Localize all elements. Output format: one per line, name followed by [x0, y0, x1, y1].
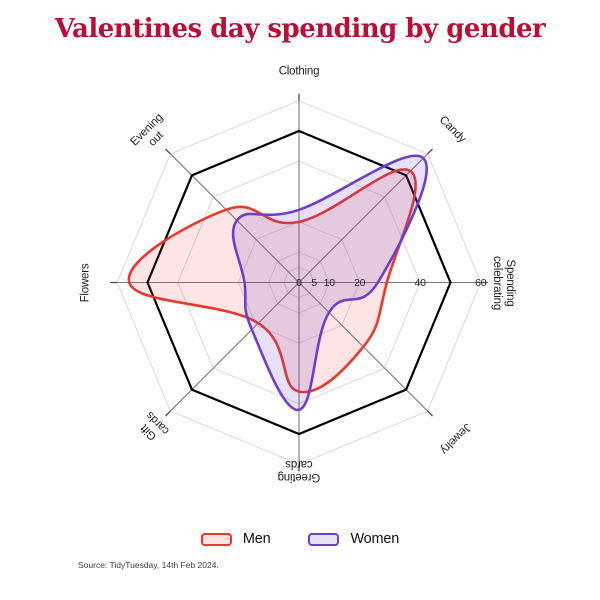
axis-label-greeting-cards: Greeting cards [277, 457, 321, 483]
axis-label-spending-celebrating: Spending celebrating [491, 255, 517, 310]
axis-label-flowers: Flowers [79, 263, 92, 302]
spoke-end-tick-1 [427, 148, 433, 155]
radial-tick-label-5: 5 [311, 277, 317, 289]
radial-tick-label-10: 10 [324, 277, 336, 289]
legend-item-women: Women [308, 531, 399, 547]
legend: Men Women [0, 526, 600, 552]
chart-title: Valentines day spending by gender [54, 14, 546, 44]
legend-key-women-swatch [308, 532, 340, 546]
spoke-end-tick-5 [165, 410, 171, 417]
source-caption: Source: TidyTuesday, 14th Feb 2024. [78, 560, 219, 570]
radial-tick-label-40: 40 [415, 277, 427, 289]
radial-tick-label-60: 60 [475, 277, 487, 289]
legend-item-men: Men [200, 531, 271, 547]
spoke-end-tick-7 [165, 148, 171, 155]
legend-label-women: Women [350, 531, 400, 547]
grid-ring-major-50 [146, 129, 452, 436]
radial-tick-label-0: 0 [296, 277, 302, 289]
series-men-area [127, 168, 417, 394]
legend-label-men: Men [242, 531, 271, 547]
radial-tick-label-20: 20 [354, 277, 366, 289]
series-women-area [231, 154, 429, 412]
spoke-end-tick-3 [427, 410, 433, 417]
axis-label-clothing: Clothing [278, 64, 320, 77]
legend-key-men-swatch [200, 532, 232, 546]
